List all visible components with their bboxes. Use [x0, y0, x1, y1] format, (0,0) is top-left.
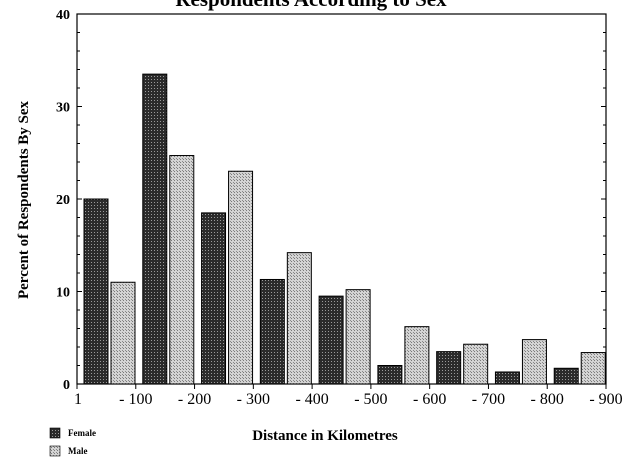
x-tick-label: - 200: [178, 391, 211, 408]
y-tick-label: 20: [56, 193, 70, 208]
y-tick-label: 0: [63, 378, 70, 393]
bar-male-6: [463, 343, 489, 385]
bar-female-7: [494, 371, 520, 385]
y-tick-label: 10: [56, 286, 70, 301]
bar-male-5: [404, 326, 430, 385]
x-tick-label: - 700: [472, 391, 505, 408]
bar-female-3: [259, 278, 285, 385]
y-axis-ticks: 0 10 20 30 40: [56, 8, 606, 393]
x-tick-label: - 300: [237, 391, 270, 408]
x-tick-label: - 800: [531, 391, 564, 408]
x-tick-label: - 900: [589, 391, 622, 408]
bar-female-2: [201, 212, 227, 385]
x-tick-label: - 400: [295, 391, 328, 408]
bar-female-6: [436, 351, 462, 385]
bar-female-4: [318, 295, 344, 385]
legend: Female Male: [49, 427, 96, 457]
x-tick-label: - 500: [354, 391, 387, 408]
bar-series: [83, 73, 606, 385]
legend-swatch-female: [49, 427, 61, 439]
bar-female-5: [377, 365, 403, 385]
bar-male-3: [286, 252, 312, 385]
chart-title: Respondents According to Sex: [175, 0, 447, 11]
bar-male-4: [345, 289, 371, 385]
bar-male-8: [580, 352, 606, 385]
bar-male-2: [228, 170, 254, 385]
x-tick-label: - 100: [119, 391, 152, 408]
x-tick-label: 1: [74, 391, 82, 408]
bar-male-0: [110, 281, 136, 385]
bar-male-1: [169, 155, 195, 385]
legend-label-female: Female: [68, 428, 96, 438]
legend-label-male: Male: [68, 446, 88, 456]
bar-female-1: [142, 73, 168, 385]
x-tick-label: - 600: [413, 391, 446, 408]
x-axis-label: Distance in Kilometres: [252, 428, 398, 444]
legend-swatch-male: [49, 445, 61, 457]
y-axis-label: Percent of Respondents By Sex: [16, 100, 32, 299]
y-tick-label: 30: [56, 101, 70, 116]
x-axis-ticks: 1 - 100 - 200 - 300 - 400 - 500 - 600 - 700 - 80…: [74, 384, 623, 408]
bar-female-8: [553, 367, 579, 385]
bar-female-0: [83, 198, 109, 385]
y-tick-label: 40: [56, 8, 70, 23]
bar-male-7: [521, 339, 547, 385]
